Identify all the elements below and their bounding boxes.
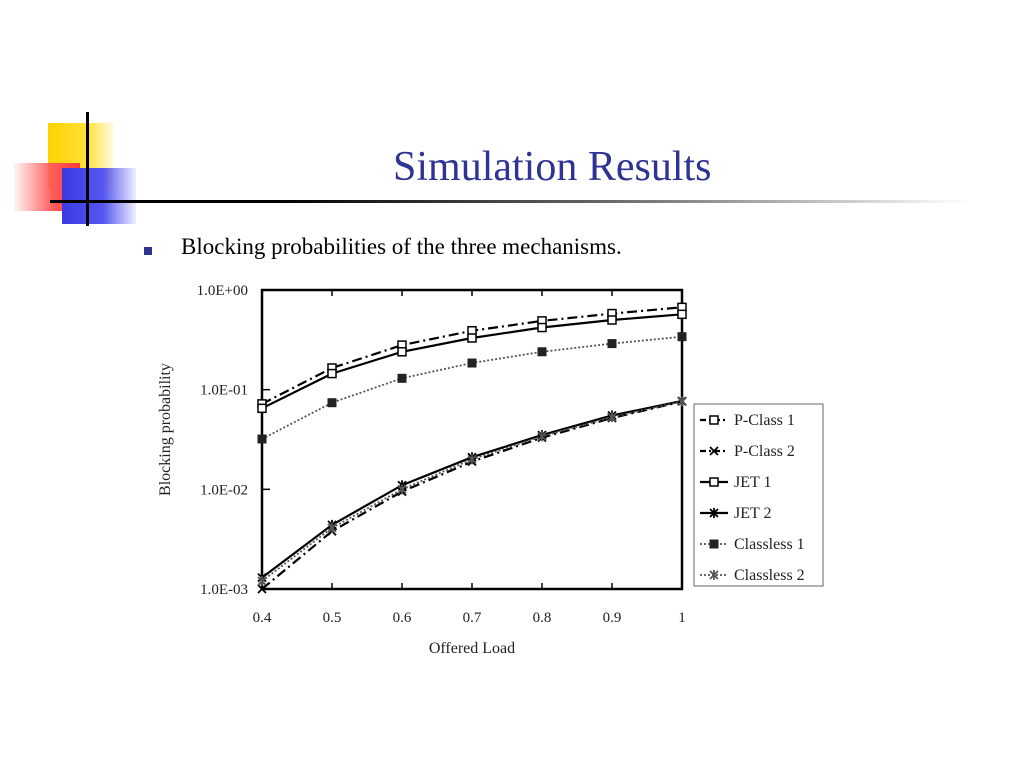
tick-labels: 0.4 0.5 0.6 0.7 0.8 0.9 1 1.0E+00 1.0E-01 1.0E-02… — [197, 283, 686, 626]
x-tick-label: 0.7 — [463, 610, 482, 626]
data-point — [607, 412, 617, 423]
decor-blue-square — [62, 168, 136, 224]
data-point — [397, 347, 407, 357]
legend-entry: P-Class 1 — [700, 412, 795, 429]
legend: P-Class 1 P-Class 2 JET 1 JET 2 Classless 1 C… — [693, 403, 824, 587]
title-underline — [50, 200, 970, 203]
legend-label: JET 2 — [734, 505, 771, 522]
series-p-class-2 — [257, 396, 687, 594]
legend-swatch-marker — [709, 539, 719, 549]
series-line — [261, 400, 683, 590]
data-point — [677, 332, 687, 342]
x-tick-label: 0.8 — [533, 610, 552, 626]
series-line — [261, 399, 683, 579]
series-line — [261, 335, 683, 440]
data-point — [467, 454, 477, 465]
y-axis-title: Blocking probability — [157, 363, 174, 496]
legend-swatch-marker — [709, 570, 719, 580]
data-point — [327, 398, 337, 408]
legend-label: P-Class 2 — [734, 443, 795, 460]
x-tick-label: 0.4 — [253, 610, 272, 626]
legend-entry: Classless 1 — [700, 536, 805, 553]
series-line — [261, 306, 683, 405]
data-point — [607, 339, 617, 349]
legend-swatch-marker — [709, 415, 719, 425]
legend-entry: P-Class 2 — [700, 443, 795, 460]
data-point — [257, 584, 267, 594]
series-jet-2 — [257, 395, 687, 583]
x-tick-label: 0.6 — [393, 610, 412, 626]
data-point — [537, 322, 547, 333]
data-point — [397, 373, 407, 383]
data-point — [327, 368, 337, 379]
legend-entry: JET 2 — [700, 505, 771, 522]
decor-vertical-line — [86, 112, 89, 226]
legend-label: P-Class 1 — [734, 412, 795, 429]
data-point — [677, 309, 687, 320]
series-p-class-1 — [257, 302, 687, 409]
data-point — [537, 347, 547, 357]
data-point — [467, 358, 477, 368]
data-point — [257, 403, 267, 414]
legend-entry: JET 1 — [700, 474, 771, 491]
y-tick-label: 1.0E-01 — [200, 383, 248, 399]
x-tick-label: 0.9 — [603, 610, 622, 626]
x-tick-label: 1 — [678, 610, 686, 626]
x-tick-label: 0.5 — [323, 610, 342, 626]
data-point — [257, 434, 267, 444]
data-point — [327, 522, 337, 533]
y-tick-label: 1.0E-03 — [200, 582, 248, 598]
data-point — [537, 431, 547, 442]
legend-swatch-marker — [709, 477, 719, 487]
legend-label: Classless 2 — [734, 567, 805, 584]
x-axis-title: Offered Load — [429, 640, 515, 657]
legend-swatch-marker — [709, 446, 719, 456]
series-layer — [257, 302, 687, 594]
bullet-text: Blocking probabilities of the three mech… — [181, 234, 622, 259]
data-point — [397, 484, 407, 495]
legend-label: Classless 1 — [734, 536, 805, 553]
y-tick-label: 1.0E-02 — [200, 482, 248, 498]
legend-swatch-marker — [709, 508, 719, 518]
y-tick-label: 1.0E+00 — [197, 283, 248, 299]
bullet-marker — [144, 247, 152, 255]
legend-box — [693, 403, 824, 587]
data-point — [467, 333, 477, 343]
series-line — [261, 400, 683, 582]
slide-title: Simulation Results — [393, 144, 712, 190]
data-point — [257, 576, 267, 587]
legend-label: JET 1 — [734, 474, 771, 491]
legend-entry: Classless 2 — [700, 567, 805, 584]
data-point — [677, 396, 687, 407]
data-point — [607, 315, 617, 325]
series-classless-1 — [257, 332, 687, 444]
series-classless-2 — [257, 396, 687, 587]
series-jet-1 — [257, 309, 687, 414]
